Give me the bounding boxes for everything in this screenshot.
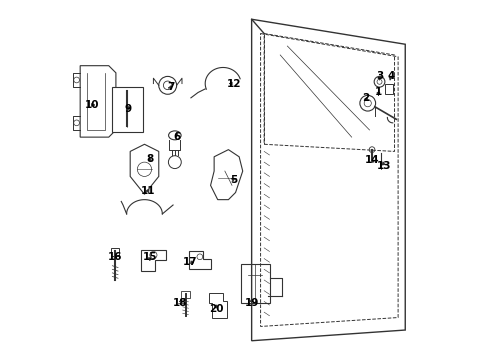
Text: 15: 15 [142,252,157,262]
Text: 11: 11 [141,186,155,196]
Text: 8: 8 [146,154,153,163]
Text: 20: 20 [208,303,223,314]
Text: 7: 7 [167,82,175,92]
Text: 17: 17 [183,257,197,267]
Text: 14: 14 [365,156,379,165]
Text: 13: 13 [376,161,390,171]
Text: 5: 5 [230,175,237,185]
Text: 3: 3 [375,71,383,81]
Text: 2: 2 [362,93,369,103]
Text: 4: 4 [386,71,394,81]
Bar [181,291,189,298]
Bar [384,84,393,94]
Bar [111,248,119,256]
Text: 9: 9 [124,104,132,113]
Text: 18: 18 [173,298,187,308]
Text: 6: 6 [173,132,180,142]
Text: 19: 19 [244,298,258,308]
Text: 16: 16 [108,252,122,262]
Text: 10: 10 [84,100,99,110]
Text: 12: 12 [226,78,241,89]
Bar [112,87,142,132]
Text: 1: 1 [374,87,381,98]
